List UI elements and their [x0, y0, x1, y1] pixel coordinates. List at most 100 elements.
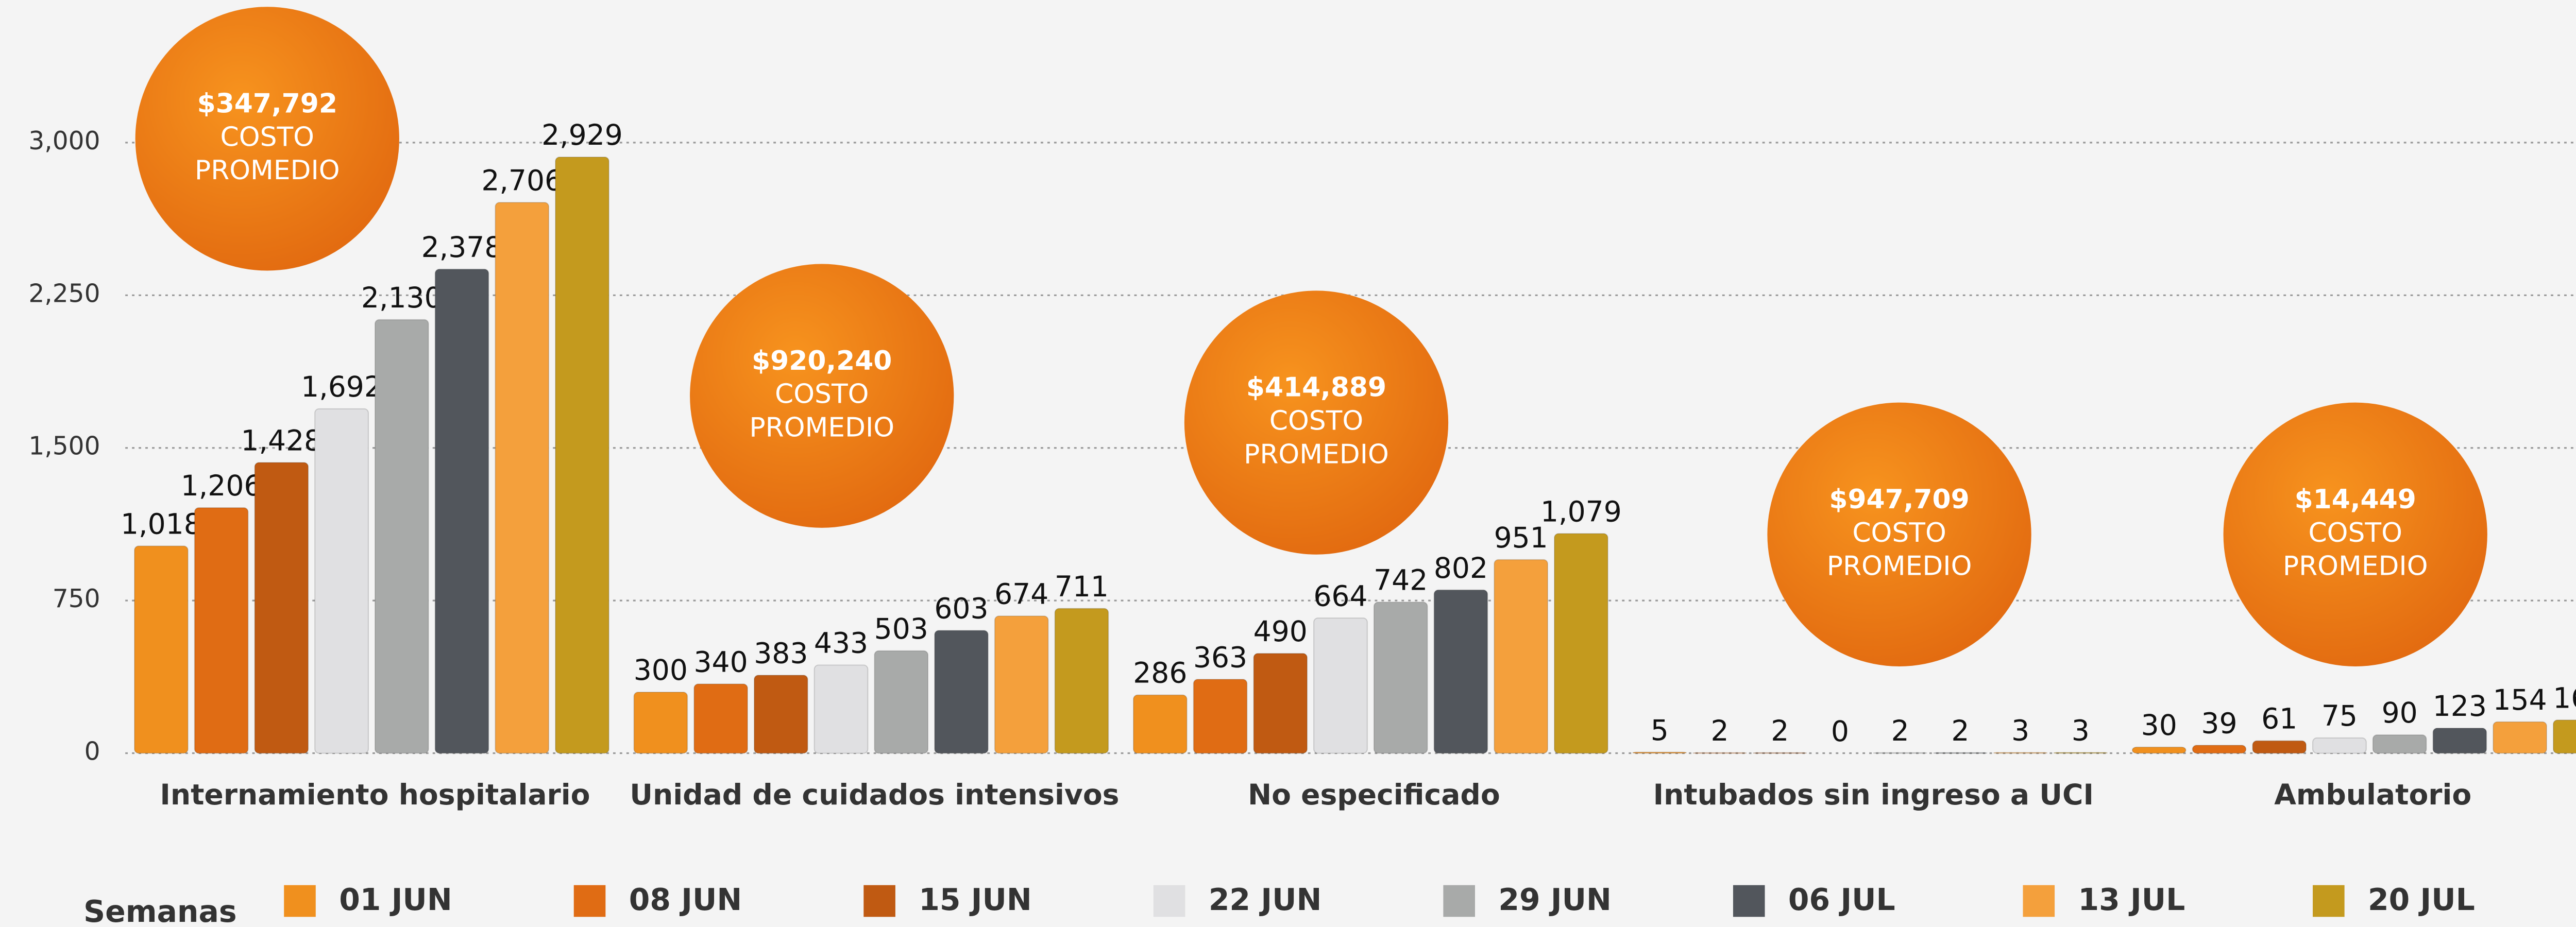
- bar: [434, 268, 489, 754]
- value-label: 1,692: [301, 370, 382, 403]
- bubble-amount: $920,240: [752, 346, 892, 376]
- value-label: 0: [1831, 715, 1849, 748]
- bubble-label: COSTO: [2308, 518, 2402, 548]
- bar: [753, 675, 808, 754]
- bar: [1193, 679, 1248, 754]
- bar: [314, 408, 369, 754]
- bar: [1373, 602, 1428, 754]
- category-label: Intubados sin ingreso a UCI: [1653, 778, 2094, 811]
- legend-label: 06 JUL: [1788, 882, 1895, 917]
- bubble-amount: $347,792: [197, 89, 337, 119]
- value-label: 30: [2141, 709, 2177, 742]
- value-label: 951: [1494, 521, 1548, 554]
- bubble-label: COSTO: [1852, 518, 1946, 548]
- value-label: 1,079: [1540, 495, 1622, 528]
- category-label: No especificado: [1248, 778, 1500, 811]
- bar: [1554, 533, 1608, 754]
- legend-label: 20 JUL: [2368, 882, 2475, 917]
- legend-swatch: [1443, 885, 1475, 917]
- bar: [2131, 746, 2187, 754]
- bar: [2312, 737, 2367, 754]
- legend-label: 22 JUN: [1209, 882, 1321, 917]
- value-label: 2,929: [541, 118, 623, 151]
- y-tick-label: 0: [84, 737, 100, 766]
- value-label: 664: [1313, 579, 1367, 612]
- legend-label: 15 JUN: [919, 882, 1031, 917]
- legend-swatch: [573, 885, 606, 917]
- value-label: 1,428: [241, 424, 322, 457]
- value-label: 674: [994, 577, 1048, 610]
- bar: [2192, 745, 2247, 754]
- bar: [1253, 653, 1308, 754]
- y-tick-label: 1,500: [28, 432, 100, 461]
- value-label: 340: [693, 645, 748, 678]
- value-label: 75: [2321, 699, 2358, 732]
- category-label: Unidad de cuidados intensivos: [630, 778, 1119, 811]
- bubble-label: PROMEDIO: [195, 155, 340, 186]
- bar: [1632, 751, 1687, 754]
- value-label: 2: [1891, 714, 1909, 747]
- bar: [2252, 740, 2307, 754]
- value-label: 2: [1771, 714, 1789, 747]
- value-label: 39: [2201, 707, 2237, 740]
- y-tick-label: 3,000: [28, 127, 100, 156]
- value-label: 5: [1651, 714, 1669, 747]
- category-label: Internamiento hospitalario: [160, 778, 590, 811]
- value-label: 363: [1193, 641, 1247, 674]
- bar: [1993, 752, 2048, 754]
- bar: [194, 507, 249, 754]
- cost-bubble: [135, 7, 399, 271]
- y-tick-label: 2,250: [28, 279, 100, 308]
- bar: [2432, 727, 2487, 754]
- bubble-label: PROMEDIO: [2283, 551, 2428, 582]
- legend-label: 13 JUL: [2078, 882, 2185, 917]
- legend-swatch: [284, 885, 316, 917]
- bar: [1313, 617, 1368, 754]
- value-label: 490: [1253, 615, 1308, 648]
- legend-swatch: [1733, 885, 1765, 917]
- bar: [1494, 559, 1549, 754]
- cost-bubble: [690, 264, 954, 528]
- value-label: 603: [934, 592, 988, 625]
- bar: [1054, 608, 1109, 754]
- value-label: 711: [1055, 570, 1109, 603]
- value-label: 154: [2493, 683, 2547, 716]
- value-label: 2,130: [361, 281, 443, 314]
- bar: [374, 319, 429, 754]
- bubble-amount: $414,889: [1246, 372, 1386, 403]
- y-tick-label: 750: [53, 585, 100, 613]
- value-label: 383: [754, 637, 808, 670]
- bar: [2552, 719, 2576, 754]
- bar: [495, 202, 550, 754]
- value-label: 2: [1710, 714, 1728, 747]
- bar: [134, 545, 189, 754]
- legend-label: 01 JUN: [339, 882, 452, 917]
- legend-title: Semanas: [83, 894, 236, 927]
- bar: [2053, 752, 2108, 754]
- value-label: 742: [1374, 564, 1428, 597]
- bar: [1132, 694, 1188, 754]
- cost-bubble: [1184, 290, 1449, 555]
- value-label: 286: [1133, 657, 1187, 690]
- value-label: 433: [814, 627, 868, 660]
- bubble-label: PROMEDIO: [1244, 439, 1389, 470]
- bar: [1433, 589, 1488, 754]
- value-label: 3: [2011, 714, 2029, 747]
- legend-label: 29 JUN: [1498, 882, 1611, 917]
- bar: [254, 462, 309, 754]
- legend-swatch: [863, 885, 895, 917]
- bar: [874, 650, 929, 754]
- value-label: 503: [874, 612, 928, 645]
- bar: [934, 630, 989, 754]
- value-label: 1,206: [181, 469, 262, 502]
- value-label: 2: [1951, 714, 1969, 747]
- bar: [814, 664, 869, 754]
- bar: [2372, 734, 2427, 754]
- bar: [693, 683, 748, 754]
- bubble-label: PROMEDIO: [1827, 551, 1972, 582]
- value-label: 2,378: [421, 231, 503, 264]
- value-label: 2,706: [481, 164, 563, 197]
- legend-swatch: [1153, 885, 1185, 917]
- bar: [555, 156, 609, 754]
